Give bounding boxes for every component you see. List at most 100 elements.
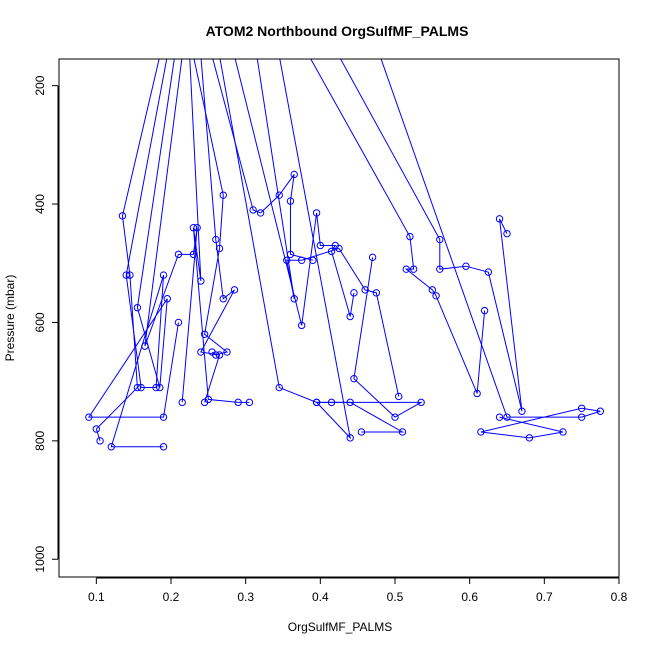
data-point: [559, 428, 567, 436]
data-point: [368, 253, 377, 262]
series-line-13: [340, 59, 523, 412]
series-line-3: [144, 59, 198, 403]
plot-frame: [58, 58, 620, 578]
data-point: [283, 256, 291, 264]
data-point: [141, 342, 149, 350]
data-point: [85, 413, 93, 421]
data-point: [215, 244, 224, 253]
data-point: [361, 286, 369, 294]
x-tick-label: 0.7: [536, 590, 553, 604]
y-axis-label: Pressure (mbar): [3, 275, 17, 362]
data-point: [432, 292, 440, 300]
data-point: [436, 265, 444, 273]
data-point: [118, 212, 127, 220]
data-point: [312, 398, 321, 407]
data-point: [230, 286, 239, 294]
data-point: [290, 170, 298, 179]
series-line-7: [212, 59, 313, 261]
data-point: [107, 443, 115, 451]
data-point: [245, 398, 254, 407]
data-point: [275, 383, 283, 392]
series-lines: [87, 59, 601, 448]
data-point: [219, 191, 227, 199]
data-point: [96, 437, 104, 445]
data-point: [335, 244, 343, 253]
data-point: [126, 271, 134, 279]
data-point: [159, 443, 168, 451]
series-line-4: [189, 59, 250, 403]
data-point: [174, 250, 183, 259]
data-point: [189, 250, 198, 259]
plot-area: [85, 59, 605, 451]
data-point: [484, 268, 493, 276]
data-point: [495, 413, 504, 421]
data-point: [275, 191, 283, 199]
data-point: [234, 398, 242, 407]
data-point: [174, 318, 183, 327]
data-point: [346, 312, 354, 321]
data-point: [406, 232, 414, 241]
x-tick-label: 0.5: [387, 590, 404, 604]
data-point: [518, 407, 526, 415]
data-point: [286, 250, 295, 259]
data-point: [200, 330, 209, 338]
data-point: [596, 407, 605, 415]
data-point: [290, 295, 298, 303]
data-point: [200, 398, 209, 407]
data-point: [357, 428, 366, 436]
series-line-2: [87, 59, 179, 418]
data-point: [350, 289, 358, 297]
data-point: [208, 348, 216, 356]
data-point: [159, 413, 168, 421]
series-line-10: [256, 59, 400, 397]
series-line-8: [219, 59, 405, 433]
data-point: [189, 224, 198, 232]
data-point: [163, 295, 171, 303]
data-point: [133, 383, 142, 392]
x-tick-label: 0.1: [88, 590, 105, 604]
y-tick-label: 400: [33, 194, 47, 214]
series-line-5: [193, 59, 229, 356]
data-point: [327, 398, 336, 407]
data-point: [391, 413, 399, 421]
data-point: [219, 295, 227, 303]
data-point: [398, 428, 407, 436]
y-axis: 200 400 600 800 1000: [33, 75, 59, 573]
data-point: [152, 383, 160, 392]
data-point: [312, 209, 321, 217]
data-point: [503, 229, 511, 238]
data-point: [256, 209, 265, 217]
data-point: [297, 256, 306, 264]
data-point: [92, 425, 101, 433]
data-point: [503, 413, 511, 421]
data-point: [156, 383, 164, 392]
x-tick-label: 0.2: [163, 590, 180, 604]
series-line-12: [310, 59, 486, 394]
data-point: [137, 383, 145, 392]
data-point: [477, 428, 485, 436]
data-point: [577, 413, 586, 421]
data-point: [309, 256, 317, 264]
series-line-14: [380, 59, 601, 439]
data-point: [473, 389, 481, 398]
data-point: [402, 265, 410, 273]
data-point: [197, 277, 205, 285]
data-point: [417, 398, 425, 407]
y-tick-label: 1000: [33, 546, 47, 573]
data-point: [436, 235, 444, 244]
data-point: [193, 224, 201, 232]
data-point: [297, 321, 306, 330]
x-axis: 0.1 0.2 0.3 0.4 0.5 0.6 0.7 0.8: [88, 577, 628, 604]
data-point: [495, 215, 504, 223]
data-point: [178, 398, 186, 407]
chart-title: ATOM2 Northbound OrgSulfMF_PALMS: [206, 23, 469, 39]
data-point: [215, 351, 224, 359]
data-point: [462, 262, 470, 270]
data-point: [249, 206, 257, 214]
x-tick-label: 0.8: [611, 590, 628, 604]
data-point: [480, 306, 489, 315]
y-tick-label: 600: [33, 312, 47, 332]
data-point: [428, 286, 437, 294]
data-point: [395, 392, 403, 401]
